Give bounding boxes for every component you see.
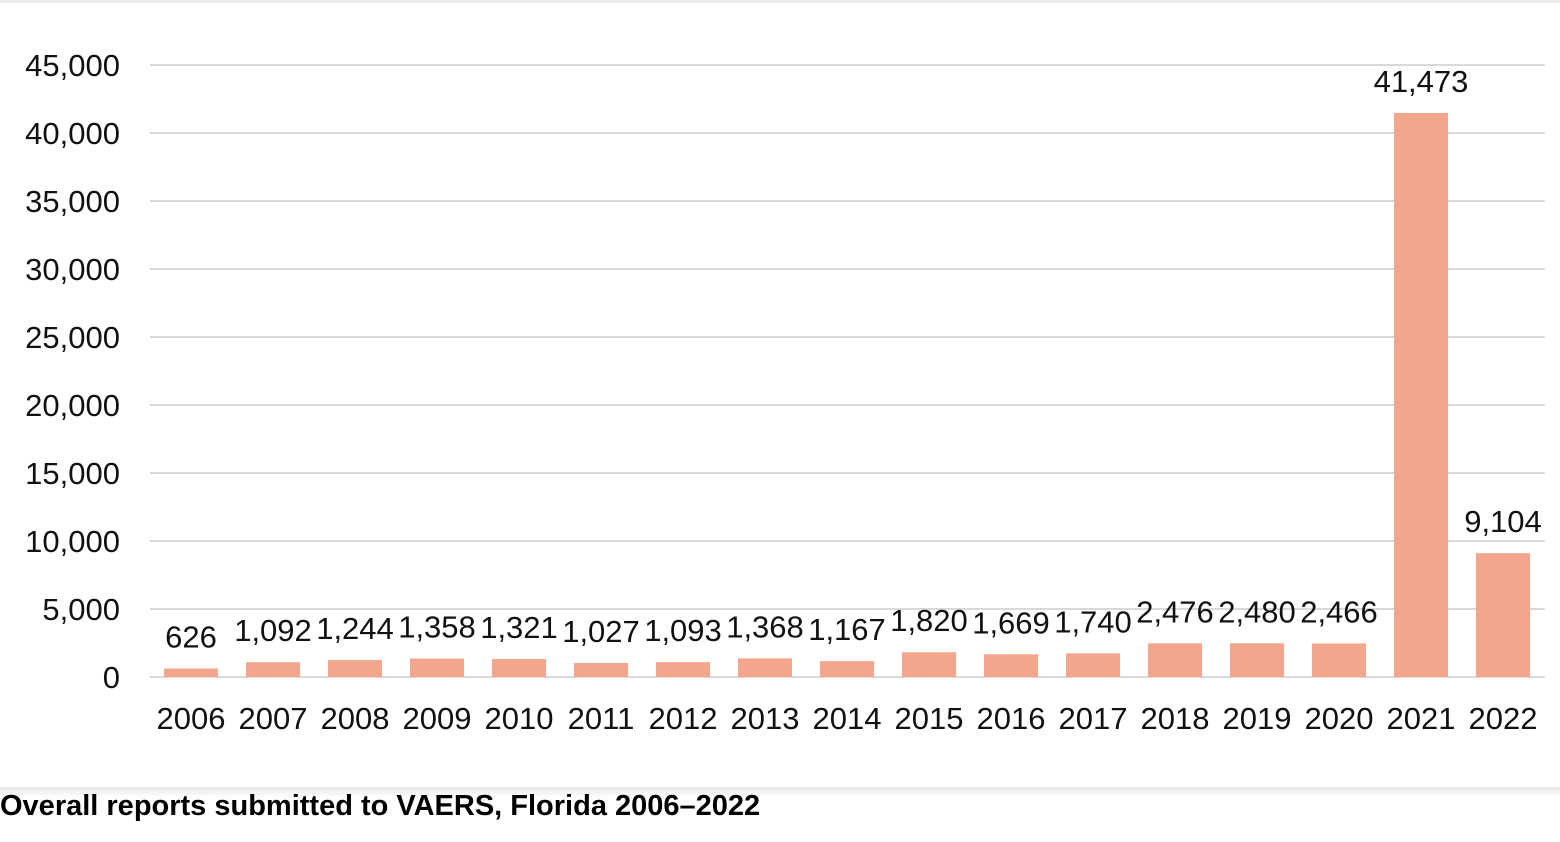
y-tick-label: 20,000 — [25, 388, 120, 423]
bar — [820, 661, 874, 677]
bar — [410, 658, 464, 677]
x-tick-label: 2016 — [977, 701, 1046, 736]
data-label: 1,368 — [726, 609, 804, 644]
bar — [574, 663, 628, 677]
x-tick-label: 2017 — [1059, 701, 1128, 736]
x-tick-label: 2014 — [813, 701, 882, 736]
data-label: 1,820 — [890, 603, 968, 638]
data-label: 9,104 — [1464, 504, 1542, 539]
data-label: 1,244 — [316, 611, 394, 646]
data-label: 1,358 — [398, 610, 476, 645]
bar — [1312, 643, 1366, 677]
x-tick-label: 2015 — [895, 701, 964, 736]
x-tick-label: 2013 — [731, 701, 800, 736]
x-tick-label: 2008 — [321, 701, 390, 736]
data-label: 1,093 — [644, 613, 722, 648]
data-label: 1,669 — [972, 605, 1050, 640]
x-tick-label: 2019 — [1223, 701, 1292, 736]
data-label: 1,092 — [234, 613, 312, 648]
data-label: 1,167 — [808, 612, 886, 647]
bar — [1394, 112, 1448, 677]
bar — [1230, 643, 1284, 677]
bar — [1476, 553, 1530, 677]
y-tick-label: 45,000 — [25, 48, 120, 83]
data-label: 1,740 — [1054, 604, 1132, 639]
data-label: 626 — [165, 619, 217, 654]
bar — [984, 654, 1038, 677]
gridlines — [150, 64, 1545, 678]
top-border — [0, 0, 1560, 3]
x-tick-label: 2021 — [1387, 701, 1456, 736]
data-label: 2,476 — [1136, 594, 1214, 629]
x-tick-label: 2020 — [1305, 701, 1374, 736]
bar — [246, 662, 300, 677]
y-tick-label: 10,000 — [25, 524, 120, 559]
bar — [656, 662, 710, 677]
bar — [738, 658, 792, 677]
bars — [164, 112, 1530, 677]
data-label: 2,466 — [1300, 594, 1378, 629]
y-tick-label: 35,000 — [25, 184, 120, 219]
x-axis-tick-labels: 2006 2007 2008 2009 2010 2011 2012 2013 2014 2015… — [157, 701, 1538, 736]
x-tick-label: 2007 — [239, 701, 308, 736]
bar — [164, 668, 218, 677]
bar — [902, 652, 956, 677]
y-tick-label: 25,000 — [25, 320, 120, 355]
y-axis-tick-labels: 0 5,000 10,000 15,000 20,000 25,000 30,000 35,0… — [25, 48, 120, 695]
x-tick-label: 2018 — [1141, 701, 1210, 736]
data-label: 41,473 — [1374, 64, 1469, 99]
bar — [1148, 643, 1202, 677]
bar-chart: 0 5,000 10,000 15,000 20,000 25,000 30,000 35,0… — [25, 48, 1545, 736]
bar — [492, 659, 546, 677]
chart-title: Overall reports submitted to VAERS, Flor… — [0, 790, 761, 822]
x-tick-label: 2010 — [485, 701, 554, 736]
title-divider — [0, 787, 1560, 797]
bar — [328, 660, 382, 677]
data-label: 2,480 — [1218, 594, 1296, 629]
data-labels: 626 1,092 1,244 1,358 1,321 1,027 1,093 1,368 1,… — [165, 64, 1542, 655]
y-tick-label: 0 — [103, 660, 120, 695]
y-tick-label: 40,000 — [25, 116, 120, 151]
bar — [1066, 653, 1120, 677]
x-tick-label: 2009 — [403, 701, 472, 736]
data-label: 1,321 — [480, 610, 558, 645]
y-tick-label: 5,000 — [42, 592, 120, 627]
x-tick-label: 2011 — [568, 701, 635, 736]
x-tick-label: 2012 — [649, 701, 718, 736]
x-tick-label: 2022 — [1469, 701, 1538, 736]
y-tick-label: 15,000 — [25, 456, 120, 491]
data-label: 1,027 — [562, 614, 640, 649]
x-tick-label: 2006 — [157, 701, 226, 736]
y-tick-label: 30,000 — [25, 252, 120, 287]
